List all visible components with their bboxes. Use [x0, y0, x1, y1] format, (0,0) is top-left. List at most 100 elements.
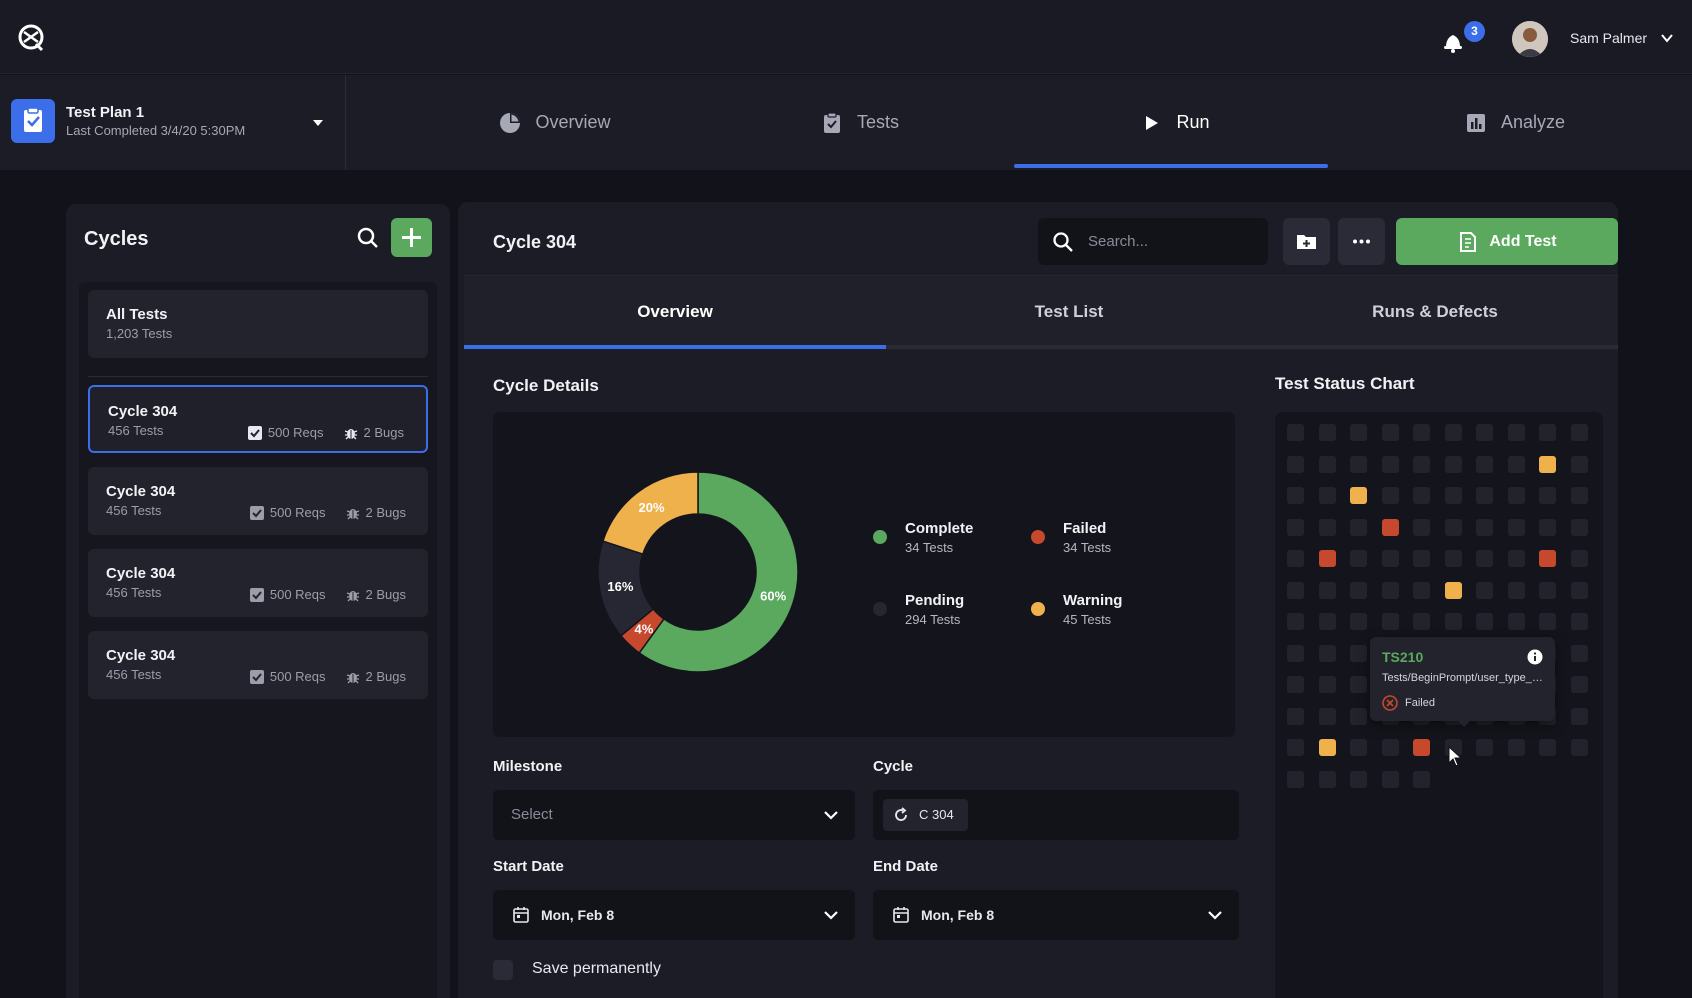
status-cell[interactable]: [1413, 424, 1430, 441]
cycle-field[interactable]: C 304: [873, 790, 1239, 840]
status-cell[interactable]: [1539, 613, 1556, 630]
status-cell[interactable]: [1413, 518, 1430, 536]
status-cell[interactable]: [1350, 676, 1367, 693]
add-test-button[interactable]: Add Test: [1396, 218, 1618, 265]
status-cell[interactable]: [1350, 613, 1367, 630]
status-cell[interactable]: [1318, 455, 1336, 473]
tab-run[interactable]: Run: [1110, 75, 1240, 170]
tab-analyze[interactable]: Analyze: [1425, 75, 1605, 170]
status-cell[interactable]: [1381, 739, 1399, 756]
status-cell[interactable]: [1539, 581, 1556, 599]
cycle-item[interactable]: Cycle 304 456 Tests 500 Reqs 2 Bugs: [88, 549, 428, 617]
status-cell[interactable]: [1570, 424, 1588, 441]
status-cell[interactable]: [1318, 707, 1336, 725]
status-cell[interactable]: [1507, 739, 1525, 756]
status-cell[interactable]: [1381, 613, 1399, 630]
status-cell[interactable]: [1476, 550, 1493, 567]
status-cell[interactable]: [1381, 487, 1399, 504]
status-cell[interactable]: [1381, 424, 1399, 441]
status-cell[interactable]: [1350, 518, 1367, 536]
status-cell[interactable]: [1413, 613, 1430, 630]
status-cell[interactable]: [1413, 487, 1430, 504]
status-cell[interactable]: [1570, 518, 1588, 536]
tab-tests[interactable]: Tests: [780, 75, 940, 170]
cycle-chip[interactable]: C 304: [883, 799, 968, 831]
tab-overview[interactable]: Overview: [460, 75, 650, 170]
status-cell[interactable]: [1350, 739, 1367, 756]
status-cell[interactable]: [1476, 455, 1493, 473]
caret-down-icon[interactable]: [312, 119, 324, 127]
status-cell[interactable]: [1318, 770, 1336, 788]
notification-badge[interactable]: 3: [1464, 21, 1485, 42]
status-cell[interactable]: [1539, 739, 1556, 756]
status-cell[interactable]: [1507, 424, 1525, 441]
status-cell[interactable]: [1287, 581, 1304, 599]
donut-slice-complete[interactable]: [638, 471, 799, 673]
search-field[interactable]: [1038, 218, 1268, 265]
status-cell[interactable]: [1476, 613, 1493, 630]
status-cell[interactable]: [1350, 707, 1367, 725]
status-cell[interactable]: [1476, 487, 1493, 504]
status-cell[interactable]: [1507, 455, 1525, 473]
donut-slice-warning[interactable]: [601, 471, 699, 556]
status-cell[interactable]: [1507, 518, 1525, 536]
status-cell[interactable]: [1476, 518, 1493, 536]
status-cell[interactable]: [1476, 739, 1493, 756]
status-cell[interactable]: [1570, 739, 1588, 756]
status-cell[interactable]: [1539, 518, 1556, 536]
search-icon[interactable]: [356, 226, 380, 250]
status-cell[interactable]: [1287, 487, 1304, 504]
status-cell[interactable]: [1413, 739, 1430, 756]
add-cycle-button[interactable]: [391, 218, 432, 257]
save-permanently-checkbox[interactable]: [493, 960, 513, 980]
cycle-item[interactable]: Cycle 304 456 Tests 500 Reqs 2 Bugs: [88, 631, 428, 699]
status-cell[interactable]: [1318, 424, 1336, 441]
subtab-overview[interactable]: Overview: [637, 302, 713, 321]
status-cell[interactable]: [1287, 644, 1304, 662]
status-cell[interactable]: [1570, 550, 1588, 567]
info-icon[interactable]: [1527, 649, 1543, 665]
status-cell[interactable]: [1539, 550, 1556, 567]
status-cell[interactable]: [1381, 550, 1399, 567]
status-cell[interactable]: [1570, 707, 1588, 725]
status-cell[interactable]: [1570, 487, 1588, 504]
search-input[interactable]: [1088, 230, 1258, 252]
subtab-test-list[interactable]: Test List: [1034, 302, 1104, 321]
status-cell[interactable]: [1318, 676, 1336, 693]
status-cell[interactable]: [1570, 613, 1588, 630]
cycle-item[interactable]: Cycle 304 456 Tests 500 Reqs 2 Bugs: [88, 467, 428, 535]
avatar[interactable]: [1512, 21, 1548, 57]
milestone-select[interactable]: Select: [493, 790, 855, 840]
status-cell[interactable]: [1444, 455, 1462, 473]
status-cell[interactable]: [1539, 487, 1556, 504]
all-tests-item[interactable]: All Tests 1,203 Tests: [88, 290, 428, 358]
status-cell[interactable]: [1287, 707, 1304, 725]
status-cell[interactable]: [1287, 424, 1304, 441]
end-date-picker[interactable]: Mon, Feb 8: [873, 890, 1239, 940]
status-cell[interactable]: [1476, 581, 1493, 599]
status-cell[interactable]: [1381, 581, 1399, 599]
status-cell[interactable]: [1444, 487, 1462, 504]
status-cell[interactable]: [1318, 644, 1336, 662]
status-cell[interactable]: [1507, 487, 1525, 504]
status-cell[interactable]: [1287, 676, 1304, 693]
start-date-picker[interactable]: Mon, Feb 8: [493, 890, 855, 940]
status-cell[interactable]: [1381, 518, 1399, 536]
status-cell[interactable]: [1318, 550, 1336, 567]
status-cell[interactable]: [1350, 770, 1367, 788]
status-cell[interactable]: [1350, 581, 1367, 599]
status-cell[interactable]: [1287, 613, 1304, 630]
status-cell[interactable]: [1318, 581, 1336, 599]
status-cell[interactable]: [1381, 770, 1399, 788]
status-cell[interactable]: [1350, 455, 1367, 473]
status-cell[interactable]: [1350, 487, 1367, 504]
status-cell[interactable]: [1318, 739, 1336, 756]
status-cell[interactable]: [1318, 613, 1336, 630]
status-cell[interactable]: [1413, 550, 1430, 567]
status-cell[interactable]: [1381, 455, 1399, 473]
status-cell[interactable]: [1444, 518, 1462, 536]
bell-icon[interactable]: [1440, 28, 1466, 54]
status-cell[interactable]: [1507, 613, 1525, 630]
status-cell[interactable]: [1570, 676, 1588, 693]
status-cell[interactable]: [1287, 550, 1304, 567]
